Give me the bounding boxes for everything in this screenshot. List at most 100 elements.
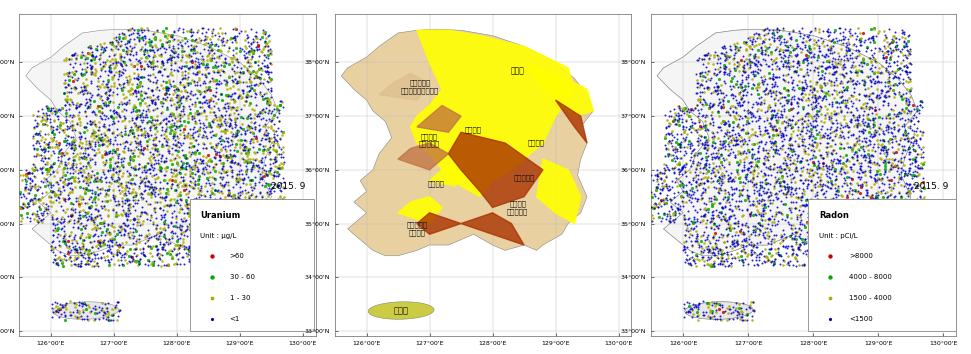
Point [61, 141, 77, 146]
Point [726, 255, 742, 261]
Point [867, 130, 883, 135]
Point [887, 35, 903, 41]
Point [257, 162, 273, 168]
Point [836, 256, 852, 262]
Point [773, 35, 788, 41]
Point [248, 162, 263, 168]
Point [211, 82, 226, 87]
Point [132, 102, 148, 108]
Point [262, 181, 278, 187]
Point [111, 247, 126, 253]
Point [219, 127, 235, 132]
Point [684, 239, 699, 244]
Point [40, 112, 55, 118]
Point [682, 124, 697, 129]
Point [122, 51, 138, 57]
Point [753, 213, 769, 219]
Point [807, 88, 822, 93]
Point [263, 182, 279, 187]
Point [718, 69, 733, 74]
Point [745, 247, 760, 253]
Point [190, 251, 206, 257]
Point [257, 207, 273, 213]
Point [906, 129, 921, 134]
Point [895, 146, 911, 152]
Point [795, 85, 811, 91]
Point [822, 134, 838, 139]
Point [32, 197, 48, 203]
Point [878, 83, 893, 88]
Point [729, 100, 745, 106]
Point [128, 88, 144, 94]
Point [17, 185, 32, 190]
Point [131, 165, 147, 171]
Point [101, 122, 117, 128]
Point [214, 68, 229, 73]
Point [705, 116, 720, 121]
Point [843, 232, 858, 238]
Point [798, 97, 814, 103]
Point [711, 108, 726, 113]
Point [691, 140, 707, 145]
Point [92, 55, 108, 61]
Point [650, 171, 665, 177]
Point [57, 240, 73, 246]
Point [867, 148, 883, 154]
Point [813, 118, 828, 124]
Point [891, 171, 907, 177]
Point [145, 48, 160, 53]
Point [704, 299, 720, 305]
Point [785, 176, 800, 181]
Point [905, 202, 921, 208]
Point [217, 182, 232, 187]
Point [211, 69, 226, 75]
Point [126, 133, 142, 139]
Point [95, 312, 111, 318]
Point [880, 48, 895, 53]
Point [269, 169, 285, 175]
Point [702, 52, 718, 58]
Point [109, 209, 124, 215]
Point [791, 225, 807, 231]
Point [83, 51, 98, 57]
Point [221, 74, 237, 80]
Point [140, 190, 155, 195]
Point [769, 131, 785, 137]
Point [828, 216, 844, 221]
Point [783, 101, 798, 107]
Point [874, 258, 889, 264]
Point [820, 249, 835, 255]
Point [111, 241, 126, 247]
Point [785, 124, 800, 130]
Point [263, 118, 279, 124]
Point [205, 239, 220, 245]
Point [811, 129, 826, 135]
Point [141, 118, 156, 124]
Point [79, 261, 94, 266]
Point [72, 308, 87, 314]
Point [72, 170, 87, 175]
Point [745, 212, 760, 218]
Point [83, 239, 98, 245]
Point [139, 94, 154, 99]
Point [252, 75, 268, 81]
Point [915, 130, 930, 135]
Point [820, 132, 835, 138]
Point [695, 165, 711, 171]
Point [739, 56, 754, 62]
Point [145, 145, 160, 150]
Point [108, 211, 123, 217]
Point [70, 225, 85, 230]
Point [857, 215, 873, 221]
Point [817, 70, 832, 76]
Point [37, 146, 52, 152]
Point [706, 252, 721, 258]
Point [99, 151, 115, 157]
Point [772, 100, 787, 106]
Point [72, 89, 87, 95]
Point [769, 196, 785, 202]
Point [226, 99, 242, 105]
Point [205, 185, 220, 191]
Point [727, 104, 743, 110]
Point [889, 58, 905, 63]
